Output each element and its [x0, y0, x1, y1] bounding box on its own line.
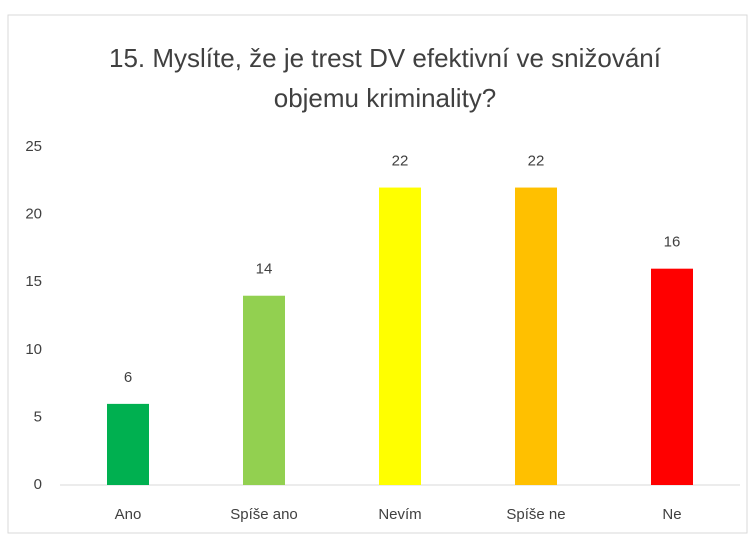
data-label: 22: [392, 153, 409, 170]
bar: [379, 187, 421, 485]
x-tick-label: Spíše ne: [506, 506, 565, 523]
x-tick-label: Nevím: [378, 506, 421, 523]
y-tick-label: 25: [25, 138, 42, 155]
x-tick-label: Spíše ano: [230, 506, 298, 523]
bar: [515, 187, 557, 485]
bar: [651, 268, 693, 485]
data-label: 16: [664, 234, 681, 251]
x-tick-label: Ne: [662, 506, 681, 523]
data-label: 6: [124, 369, 132, 386]
bar: [107, 403, 149, 485]
y-tick-label: 5: [34, 408, 42, 425]
chart-title: 15. Myslíte, že je trest DV efektivní ve…: [109, 43, 662, 73]
y-tick-label: 0: [34, 476, 42, 493]
x-tick-label: Ano: [115, 506, 142, 523]
y-tick-label: 10: [25, 341, 42, 358]
data-label: 22: [528, 153, 545, 170]
chart-title: objemu kriminality?: [274, 83, 497, 113]
data-label: 14: [256, 261, 273, 278]
bar: [243, 295, 285, 485]
y-tick-label: 15: [25, 273, 42, 290]
y-tick-label: 20: [25, 206, 42, 223]
